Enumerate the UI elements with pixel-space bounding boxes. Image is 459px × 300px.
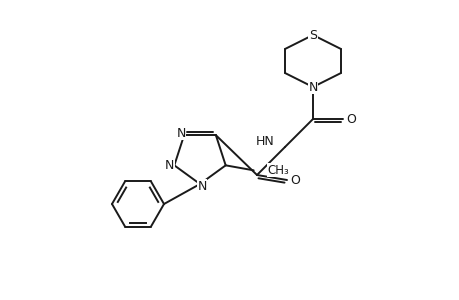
Text: O: O — [345, 112, 355, 125]
Text: S: S — [308, 28, 316, 41]
Text: N: N — [197, 179, 206, 193]
Text: O: O — [290, 173, 299, 187]
Text: N: N — [176, 127, 185, 140]
Text: N: N — [308, 80, 317, 94]
Text: N: N — [164, 159, 174, 172]
Text: CH₃: CH₃ — [267, 164, 289, 177]
Text: HN: HN — [256, 134, 274, 148]
